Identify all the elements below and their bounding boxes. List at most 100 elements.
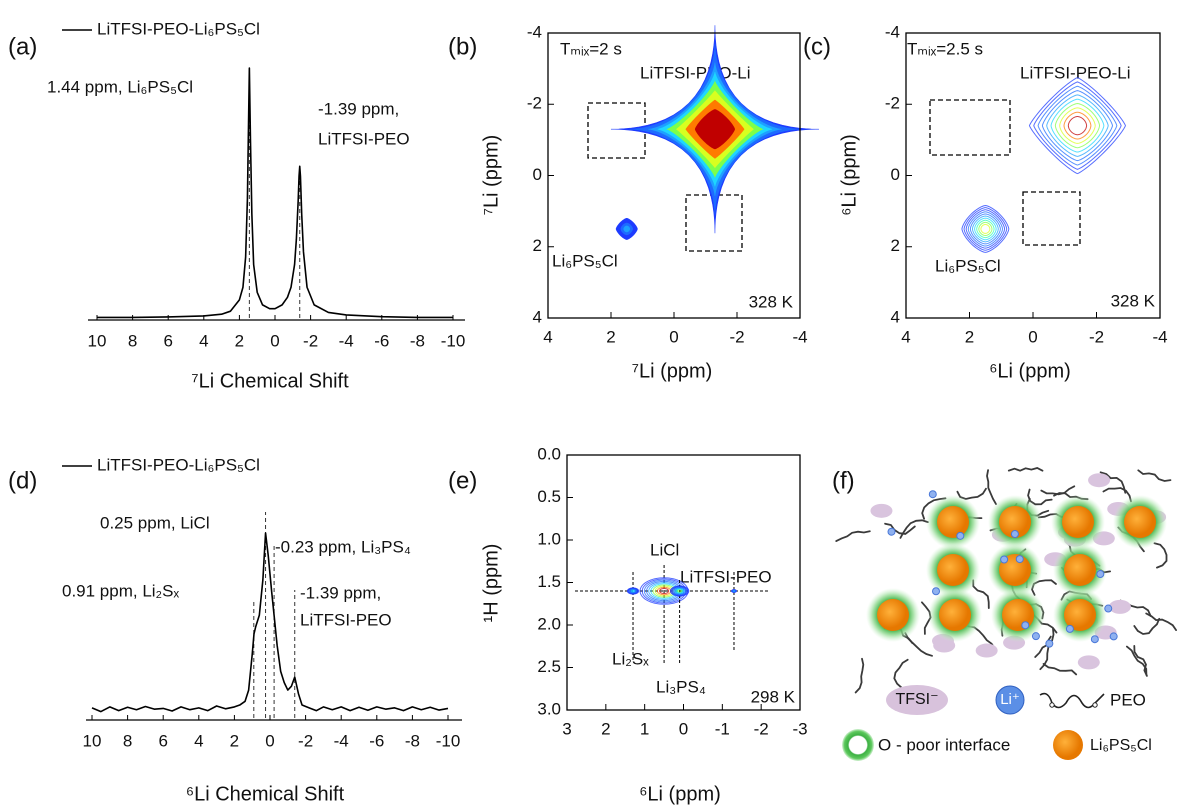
contour xyxy=(624,226,630,232)
x-tick-label: 6 xyxy=(158,731,167,750)
x-axis-label: ⁶Li (ppm) xyxy=(639,783,721,805)
y-tick-label: 3.0 xyxy=(537,699,561,718)
annotation: LiTFSI-PEO xyxy=(300,610,392,629)
annotation: Tₘᵢₓ=2 s xyxy=(560,39,622,58)
annotation: Li₆PS₅Cl xyxy=(935,256,1001,275)
lpsc-particle xyxy=(1124,506,1156,538)
y-tick-label: 2 xyxy=(533,236,542,255)
li-ion xyxy=(1031,632,1040,641)
contour xyxy=(654,585,674,597)
lpsc-particle xyxy=(937,554,969,586)
contour xyxy=(631,589,635,593)
contour xyxy=(676,589,683,593)
li-ion xyxy=(1109,632,1118,641)
dashed-box xyxy=(929,99,1011,156)
peo-chain xyxy=(1137,469,1172,482)
x-tick-label: 4 xyxy=(543,327,552,346)
tfsi-anion xyxy=(870,503,893,518)
contour xyxy=(978,221,993,237)
annotation: -0.23 ppm, Li₃PS₄ xyxy=(275,537,411,556)
x-tick-label: -2 xyxy=(303,331,318,350)
x-tick-label: 0 xyxy=(1028,327,1037,346)
y-tick-label: 1.5 xyxy=(537,572,561,591)
x-tick-label: -2 xyxy=(729,327,744,346)
lpsc-particle xyxy=(1062,506,1094,538)
contour xyxy=(976,219,995,239)
y-tick-label: -4 xyxy=(527,22,542,41)
spectrum-line xyxy=(91,532,449,713)
contour xyxy=(639,577,689,605)
annotation: LiTFSI-PEO-Li xyxy=(640,63,751,82)
y-tick-label: 0 xyxy=(533,165,542,184)
x-tick-label: -1 xyxy=(715,719,730,738)
spectrum-line xyxy=(97,67,453,319)
peo-chain xyxy=(1145,612,1177,631)
y-tick-label: 1.0 xyxy=(537,529,561,548)
x-tick-label: -8 xyxy=(405,731,420,750)
contour xyxy=(969,213,1001,245)
x-axis-label: ⁷Li Chemical Shift xyxy=(191,370,349,392)
x-tick-label: 2 xyxy=(235,331,244,350)
legend-label: O - poor interface xyxy=(878,735,1010,754)
y-tick-label: 0 xyxy=(891,165,900,184)
schematic xyxy=(835,467,1177,694)
li-ion xyxy=(1000,555,1009,564)
panel-label: (d) xyxy=(8,467,37,494)
li-ion xyxy=(928,490,937,499)
tfsi-anion xyxy=(975,643,998,658)
x-tick-label: 0 xyxy=(265,731,274,750)
li-ion xyxy=(1065,624,1074,633)
li-ion xyxy=(1090,635,1099,644)
peo-chain xyxy=(899,519,929,539)
panel-label: (c) xyxy=(803,33,831,60)
annotation: 328 K xyxy=(749,292,794,311)
annotation: 1.44 ppm, Li₆PS₅Cl xyxy=(47,77,193,96)
panel-label: (e) xyxy=(448,467,477,494)
annotation: Li₃PS₄ xyxy=(656,677,706,696)
contour xyxy=(659,587,670,595)
legend-li xyxy=(995,685,1025,715)
x-tick-label: 4 xyxy=(194,731,203,750)
x-tick-label: 2 xyxy=(965,327,974,346)
x-tick-label: -6 xyxy=(374,331,389,350)
legend-peo xyxy=(1039,692,1105,709)
x-tick-label: -4 xyxy=(792,327,807,346)
lpsc-particle xyxy=(1064,554,1096,586)
li-ion xyxy=(956,531,965,540)
annotation: LiTFSI-PEO-Li xyxy=(1020,63,1131,82)
contour xyxy=(672,586,687,596)
contour xyxy=(677,589,682,593)
x-tick-label: 2 xyxy=(606,327,615,346)
x-tick-label: -8 xyxy=(410,331,425,350)
lpsc-particle xyxy=(937,506,969,538)
x-tick-label: 10 xyxy=(88,331,107,350)
y-tick-label: 4 xyxy=(891,307,900,326)
contour xyxy=(675,588,684,594)
contour xyxy=(1028,77,1126,175)
x-tick-label: 6 xyxy=(163,331,172,350)
li-ion xyxy=(1104,604,1113,613)
y-tick-label: 2 xyxy=(891,236,900,255)
annotation: 328 K xyxy=(1111,291,1156,310)
contour xyxy=(1059,107,1096,144)
lpsc-particle xyxy=(999,506,1031,538)
contour xyxy=(643,579,685,603)
annotation: -1.39 ppm, xyxy=(300,583,381,602)
y-tick-label: -2 xyxy=(885,94,900,113)
peo-chain xyxy=(854,657,865,694)
tfsi-anion xyxy=(1088,473,1111,488)
contour xyxy=(971,215,999,243)
annotation: -1.39 ppm, xyxy=(318,99,399,118)
y-tick-label: 0.0 xyxy=(537,444,561,463)
contour xyxy=(1054,103,1101,149)
li-ion xyxy=(1021,621,1030,630)
x-tick-label: -4 xyxy=(339,331,354,350)
annotation: LiCl xyxy=(650,540,679,559)
contour xyxy=(1041,90,1113,162)
contour xyxy=(1033,81,1122,170)
li-ion xyxy=(1045,639,1054,648)
annotation: Li₆PS₅Cl xyxy=(552,251,618,270)
contour xyxy=(980,223,991,234)
contour xyxy=(963,207,1008,251)
tfsi-anion xyxy=(933,638,956,653)
